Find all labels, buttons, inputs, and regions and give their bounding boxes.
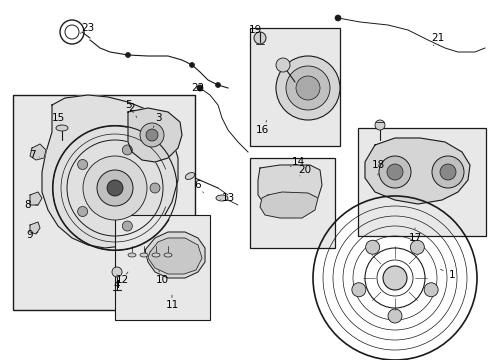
Circle shape bbox=[78, 207, 87, 216]
Text: 21: 21 bbox=[430, 33, 444, 43]
Ellipse shape bbox=[56, 125, 68, 131]
Polygon shape bbox=[30, 192, 42, 205]
Circle shape bbox=[351, 283, 365, 297]
Circle shape bbox=[83, 156, 147, 220]
Ellipse shape bbox=[163, 253, 172, 257]
Ellipse shape bbox=[185, 172, 194, 179]
Ellipse shape bbox=[128, 253, 136, 257]
Text: 20: 20 bbox=[298, 165, 311, 175]
Circle shape bbox=[386, 164, 402, 180]
Circle shape bbox=[409, 240, 424, 254]
Bar bbox=[115, 215, 209, 320]
Circle shape bbox=[431, 156, 463, 188]
Text: 19: 19 bbox=[248, 25, 261, 35]
Circle shape bbox=[122, 145, 132, 155]
Text: 9: 9 bbox=[27, 230, 33, 240]
Circle shape bbox=[122, 221, 132, 231]
Circle shape bbox=[334, 15, 340, 21]
Text: 6: 6 bbox=[194, 180, 201, 190]
Circle shape bbox=[365, 240, 379, 254]
Circle shape bbox=[125, 53, 130, 58]
Text: 16: 16 bbox=[255, 125, 268, 135]
Polygon shape bbox=[30, 144, 46, 160]
Circle shape bbox=[423, 283, 437, 297]
Ellipse shape bbox=[216, 195, 227, 201]
Circle shape bbox=[97, 170, 133, 206]
Circle shape bbox=[374, 120, 384, 130]
Bar bbox=[249, 158, 334, 248]
Circle shape bbox=[439, 164, 455, 180]
Text: 15: 15 bbox=[51, 113, 64, 123]
Circle shape bbox=[253, 32, 265, 44]
Circle shape bbox=[285, 66, 329, 110]
Circle shape bbox=[150, 183, 160, 193]
Text: 8: 8 bbox=[24, 200, 31, 210]
Polygon shape bbox=[128, 108, 182, 162]
Circle shape bbox=[382, 266, 406, 290]
Circle shape bbox=[387, 309, 401, 323]
Polygon shape bbox=[148, 238, 202, 274]
Circle shape bbox=[112, 267, 122, 277]
Text: 3: 3 bbox=[154, 113, 161, 123]
Text: 2: 2 bbox=[128, 103, 135, 113]
Circle shape bbox=[295, 76, 319, 100]
Ellipse shape bbox=[140, 253, 148, 257]
Bar bbox=[13, 95, 195, 310]
Text: 11: 11 bbox=[165, 300, 178, 310]
Circle shape bbox=[275, 58, 289, 72]
Circle shape bbox=[146, 129, 158, 141]
Text: 23: 23 bbox=[81, 23, 95, 33]
Bar bbox=[357, 128, 485, 236]
Circle shape bbox=[107, 180, 123, 196]
Text: 17: 17 bbox=[407, 233, 421, 243]
Polygon shape bbox=[364, 138, 469, 204]
Polygon shape bbox=[42, 95, 178, 248]
Text: 7: 7 bbox=[29, 150, 35, 160]
Text: 13: 13 bbox=[221, 193, 234, 203]
Ellipse shape bbox=[152, 253, 160, 257]
Text: 22: 22 bbox=[191, 83, 204, 93]
Polygon shape bbox=[30, 222, 40, 234]
Bar bbox=[249, 28, 339, 146]
Text: 14: 14 bbox=[291, 157, 304, 167]
Text: 1: 1 bbox=[448, 270, 454, 280]
Circle shape bbox=[78, 159, 87, 170]
Polygon shape bbox=[260, 192, 317, 218]
Circle shape bbox=[275, 56, 339, 120]
Polygon shape bbox=[145, 232, 204, 278]
Text: 18: 18 bbox=[370, 160, 384, 170]
Text: 4: 4 bbox=[113, 280, 120, 290]
Text: 10: 10 bbox=[155, 275, 168, 285]
Circle shape bbox=[140, 123, 163, 147]
Circle shape bbox=[189, 63, 194, 68]
Circle shape bbox=[215, 82, 220, 87]
Circle shape bbox=[378, 156, 410, 188]
Text: 5: 5 bbox=[124, 100, 131, 110]
Circle shape bbox=[197, 85, 203, 91]
Polygon shape bbox=[258, 165, 321, 207]
Text: 12: 12 bbox=[115, 275, 128, 285]
